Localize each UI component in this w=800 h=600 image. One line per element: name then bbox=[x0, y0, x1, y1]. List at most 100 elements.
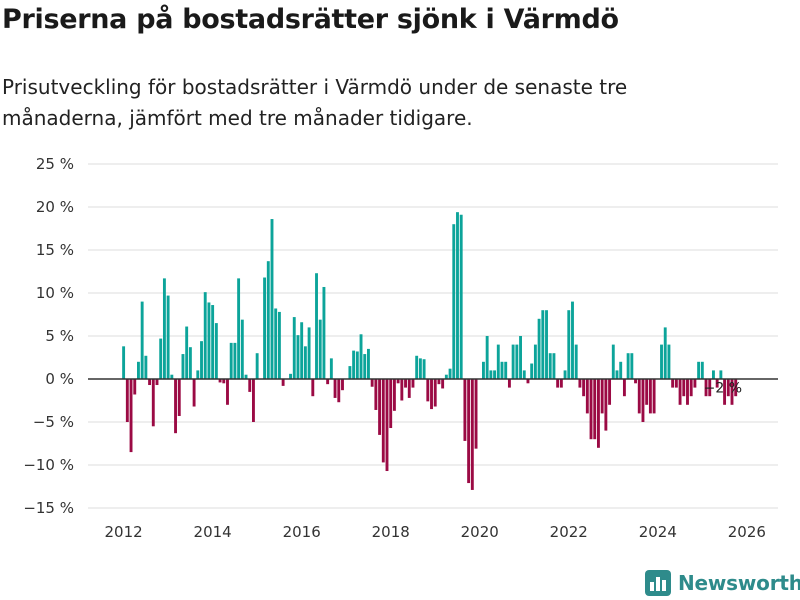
chart-subtitle: Prisutveckling för bostadsrätter i Värmd… bbox=[2, 75, 628, 130]
bar bbox=[619, 361, 623, 379]
bar bbox=[367, 348, 370, 379]
bar bbox=[626, 353, 630, 379]
bar bbox=[277, 311, 281, 379]
y-tick-label: 15 % bbox=[36, 241, 74, 259]
bar bbox=[274, 308, 278, 379]
x-tick-label: 2018 bbox=[372, 523, 410, 541]
bar bbox=[240, 319, 244, 379]
bar bbox=[185, 326, 189, 379]
bar bbox=[689, 379, 693, 397]
bar bbox=[214, 323, 218, 379]
bar bbox=[348, 366, 352, 379]
bar bbox=[615, 370, 619, 379]
bar bbox=[571, 301, 574, 379]
y-tick-label: −10 % bbox=[23, 456, 74, 474]
bar bbox=[337, 379, 341, 403]
bar bbox=[578, 379, 582, 388]
y-tick-label: 5 % bbox=[45, 327, 74, 345]
bar bbox=[415, 355, 419, 379]
bar bbox=[734, 379, 738, 397]
bar bbox=[567, 310, 571, 379]
bar bbox=[355, 351, 359, 379]
gridlines bbox=[88, 163, 778, 509]
bar bbox=[489, 370, 493, 379]
bar bbox=[444, 374, 448, 379]
bar bbox=[630, 353, 634, 379]
bar bbox=[667, 344, 671, 379]
bar bbox=[430, 379, 433, 410]
bar bbox=[129, 379, 133, 453]
bar bbox=[574, 344, 578, 379]
bar bbox=[289, 373, 292, 379]
bar bbox=[593, 379, 597, 440]
bar bbox=[671, 379, 675, 388]
bar bbox=[723, 379, 727, 405]
bar bbox=[211, 305, 215, 379]
bar bbox=[545, 310, 548, 379]
bar-chart: −15 % −10 % −5 % 0 % 5 % 10 % 15 % 20 % 25 % 201… bbox=[23, 155, 778, 541]
bar bbox=[159, 338, 163, 379]
bar bbox=[326, 379, 330, 385]
bar bbox=[196, 370, 200, 379]
bar bbox=[533, 344, 537, 379]
bar bbox=[148, 379, 152, 386]
bar bbox=[493, 370, 497, 379]
bar bbox=[237, 278, 241, 379]
bar bbox=[641, 379, 645, 422]
bar bbox=[422, 359, 426, 379]
bar bbox=[519, 336, 522, 379]
bar bbox=[137, 361, 140, 379]
newsworthy-logo[interactable]: Newsworthy bbox=[644, 568, 800, 598]
bar bbox=[552, 353, 556, 379]
bar bbox=[448, 368, 452, 379]
bar bbox=[500, 361, 504, 379]
bar bbox=[162, 278, 166, 379]
bar bbox=[507, 379, 511, 388]
newsworthy-logo-icon bbox=[645, 570, 671, 596]
bar bbox=[582, 379, 586, 397]
bar bbox=[559, 379, 563, 388]
bar bbox=[663, 327, 667, 379]
bar bbox=[270, 219, 274, 379]
bar bbox=[708, 379, 712, 397]
bar bbox=[307, 327, 311, 379]
newsworthy-logo-text: Newsworthy bbox=[678, 571, 800, 595]
bar bbox=[318, 319, 322, 379]
bar bbox=[597, 379, 600, 448]
bar bbox=[693, 379, 697, 388]
bar bbox=[470, 379, 474, 490]
bar bbox=[177, 379, 181, 416]
bar bbox=[608, 379, 612, 405]
bar bbox=[530, 363, 534, 379]
x-tick-label: 2014 bbox=[194, 523, 232, 541]
bar bbox=[203, 292, 207, 379]
bar bbox=[122, 346, 126, 379]
bar bbox=[719, 370, 723, 379]
bar bbox=[704, 379, 708, 397]
bar bbox=[303, 346, 307, 379]
bar bbox=[222, 379, 226, 384]
annotations: −2 % bbox=[704, 380, 742, 396]
bar bbox=[166, 295, 170, 379]
bar bbox=[648, 379, 652, 414]
bar bbox=[378, 379, 382, 435]
bar bbox=[381, 379, 385, 463]
bar bbox=[712, 370, 715, 379]
bar bbox=[726, 379, 730, 397]
bar bbox=[392, 379, 396, 411]
bar bbox=[181, 354, 185, 379]
bar bbox=[363, 354, 367, 379]
bar bbox=[526, 379, 530, 384]
bar bbox=[452, 224, 456, 379]
bar bbox=[511, 344, 515, 379]
x-tick-label: 2026 bbox=[728, 523, 766, 541]
bar bbox=[411, 379, 415, 388]
bar bbox=[441, 379, 445, 389]
x-axis: 2012 2014 2016 2018 2020 2022 2024 2026 bbox=[105, 523, 766, 541]
bar bbox=[170, 374, 174, 379]
bar bbox=[244, 374, 248, 379]
bar bbox=[404, 379, 407, 388]
bar bbox=[730, 379, 734, 405]
y-tick-label: 10 % bbox=[36, 284, 74, 302]
bar bbox=[556, 379, 560, 388]
